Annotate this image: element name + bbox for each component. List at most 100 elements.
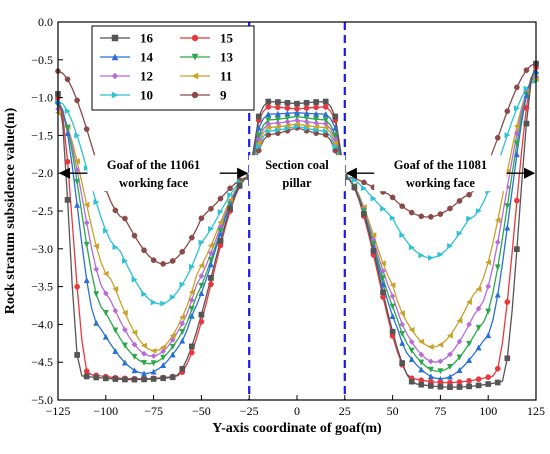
series-point-13 <box>83 241 90 248</box>
series-point-16 <box>437 383 444 390</box>
series-point-14 <box>456 367 463 374</box>
series-point-15 <box>485 374 492 380</box>
series-point-10 <box>150 299 157 306</box>
series-point-9 <box>227 185 233 192</box>
series-point-16 <box>380 289 386 296</box>
series-point-13 <box>265 117 272 124</box>
series-point-12 <box>513 130 520 137</box>
series-point-13 <box>504 203 511 210</box>
series-point-14 <box>303 110 310 117</box>
series-point-16 <box>351 184 358 191</box>
series-point-16 <box>389 328 396 335</box>
series-point-13 <box>188 306 195 313</box>
legend-label-16: 16 <box>140 31 154 46</box>
series-point-13 <box>131 353 138 360</box>
series-point-12 <box>284 118 291 125</box>
series-point-9 <box>427 214 434 220</box>
series-point-12 <box>208 250 214 256</box>
series-point-14 <box>427 373 434 380</box>
series-point-11 <box>131 329 138 336</box>
series-point-10 <box>102 227 109 234</box>
series-point-14 <box>74 201 81 208</box>
series-point-14 <box>121 359 128 366</box>
series-point-10 <box>112 244 119 251</box>
series-point-14 <box>160 362 167 369</box>
series-point-11 <box>217 219 224 226</box>
series-point-16 <box>332 113 339 120</box>
series-point-10 <box>370 195 377 202</box>
legend-marker-11 <box>191 72 199 80</box>
series-point-14 <box>293 109 301 116</box>
series-point-14 <box>131 367 138 374</box>
series-point-14 <box>475 344 482 351</box>
series-point-10 <box>131 276 138 283</box>
series-point-9 <box>514 84 520 91</box>
series-point-13 <box>418 359 425 366</box>
legend-marker-16 <box>111 34 119 42</box>
series-point-14 <box>446 373 453 380</box>
series-point-16 <box>485 381 492 387</box>
series-point-11 <box>140 342 147 349</box>
series-point-10 <box>427 254 434 261</box>
series-point-11 <box>207 242 214 249</box>
series-point-14 <box>523 92 530 99</box>
series-point-15 <box>83 368 90 375</box>
series-point-10 <box>179 281 186 288</box>
series-point-9 <box>112 207 119 214</box>
series-point-13 <box>93 291 100 298</box>
region-label: Section coal <box>265 158 329 172</box>
series-point-11 <box>198 262 205 269</box>
series-point-14 <box>150 368 157 375</box>
series-point-16 <box>150 376 157 382</box>
series-point-13 <box>446 363 453 371</box>
series-point-10 <box>255 143 262 150</box>
y-tick-label: −3.0 <box>31 242 53 256</box>
series-point-16 <box>456 384 463 390</box>
series-point-16 <box>370 248 377 254</box>
series-point-10 <box>93 199 100 206</box>
region-label-line2: working face <box>119 176 189 190</box>
series-point-16 <box>227 205 233 212</box>
series-point-11 <box>370 232 377 239</box>
series-point-15 <box>456 379 463 385</box>
series-point-16 <box>494 379 501 386</box>
series-point-9 <box>208 205 214 212</box>
series-point-12 <box>198 272 205 279</box>
series-point-16 <box>122 376 128 383</box>
series-point-9 <box>131 232 138 239</box>
y-tick-label: −4.0 <box>31 317 53 331</box>
series-point-16 <box>523 120 530 127</box>
series-point-15 <box>313 104 319 111</box>
series-point-14 <box>64 130 71 137</box>
y-tick-label: −2.5 <box>31 204 53 218</box>
series-point-9 <box>198 215 205 222</box>
series-point-10 <box>466 215 473 222</box>
series-point-13 <box>466 340 473 347</box>
series-point-13 <box>427 366 434 373</box>
series-point-11 <box>93 243 100 250</box>
series-point-14 <box>188 312 195 319</box>
series-point-12 <box>255 136 262 143</box>
series-point-13 <box>513 140 520 147</box>
series-point-11 <box>513 123 520 130</box>
series-point-9 <box>150 257 157 263</box>
series-point-13 <box>399 330 406 337</box>
series-point-12 <box>322 120 329 127</box>
series-point-13 <box>437 368 444 375</box>
x-tick-label: 50 <box>387 404 399 418</box>
series-point-11 <box>465 299 472 306</box>
legend-marker-14 <box>111 53 119 61</box>
x-tick-label: 0 <box>294 404 300 418</box>
series-point-10 <box>504 132 511 139</box>
series-point-10 <box>198 239 205 246</box>
x-tick-label: −125 <box>46 404 71 418</box>
series-point-11 <box>121 309 128 316</box>
series-point-11 <box>427 343 434 350</box>
series-point-12 <box>447 351 453 358</box>
series-point-15 <box>64 158 71 165</box>
legend-box <box>91 25 255 111</box>
series-point-14 <box>485 332 492 339</box>
legend-marker-12 <box>111 72 119 80</box>
region-label-line2: pillar <box>282 176 312 190</box>
series-point-15 <box>303 105 310 111</box>
